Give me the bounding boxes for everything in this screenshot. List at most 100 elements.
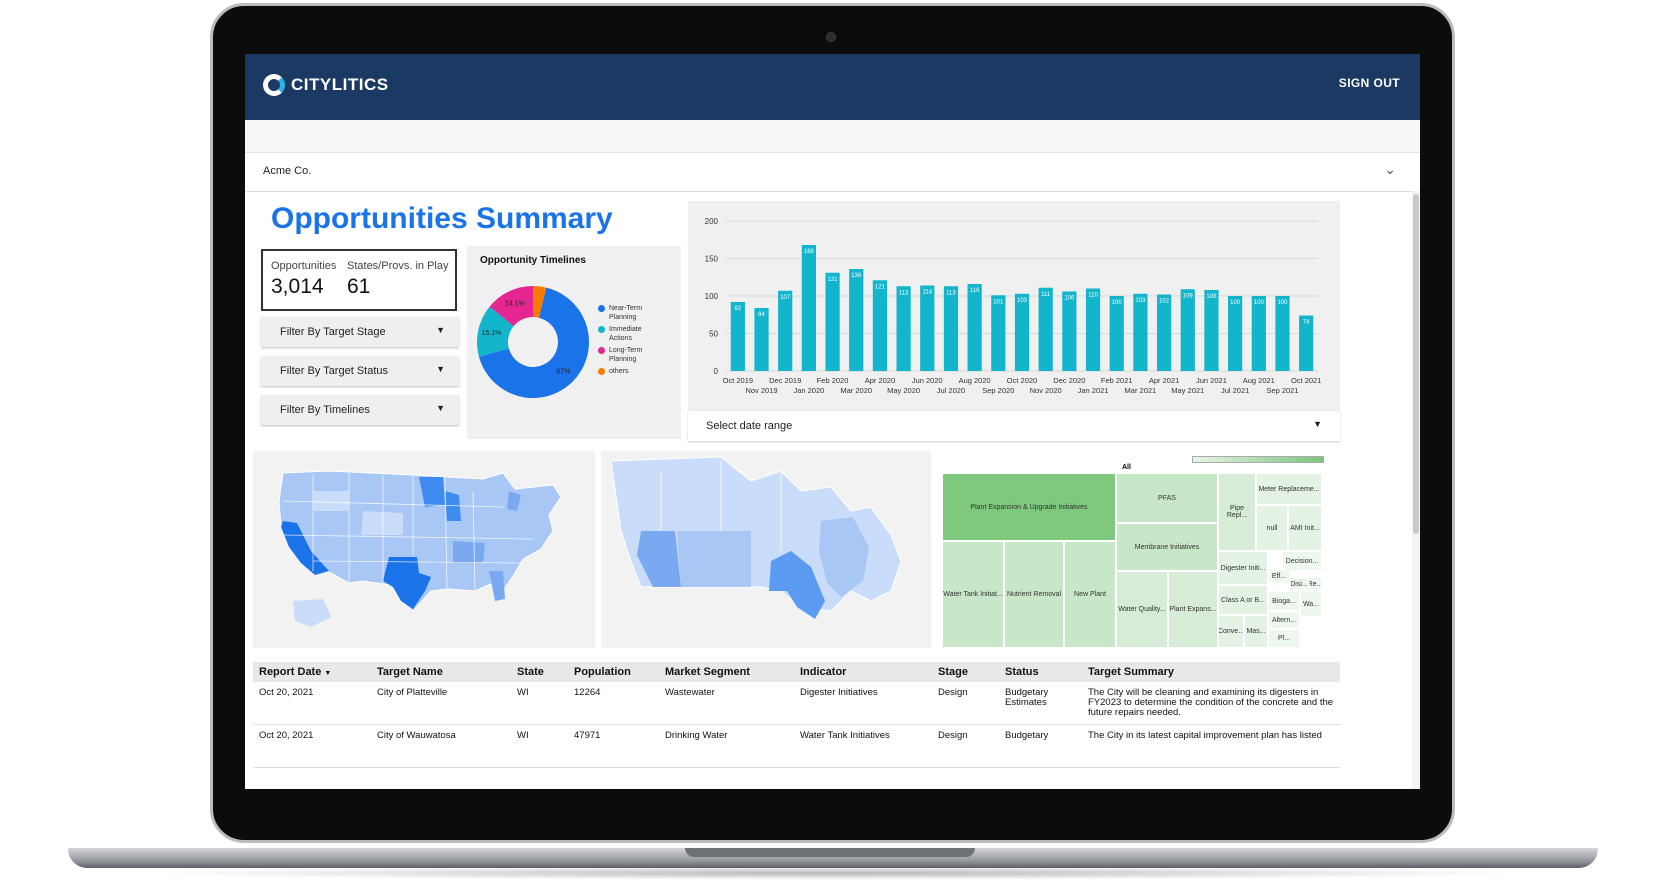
bar[interactable] [1275,296,1290,371]
treemap-cell[interactable]: Eff... [1268,569,1290,583]
bar-value-label: 108 [1206,294,1217,300]
bar[interactable] [920,285,935,372]
filter-label: Filter By Target Status [280,365,389,377]
column-header-market-segment[interactable]: Market Segment [665,666,750,678]
account-selector[interactable]: Acme Co. ⌄ [245,153,1420,192]
treemap-cell[interactable]: Mas... [1244,615,1268,648]
donut-slice[interactable] [533,286,547,318]
bar[interactable] [1062,291,1077,372]
filter-label: Filter By Timelines [280,404,370,416]
bar[interactable] [1251,296,1266,371]
bar[interactable] [1180,289,1195,371]
x-tick-label: Oct 2020 [1007,376,1037,385]
canada-map[interactable] [601,451,931,648]
filter-timelines[interactable]: Filter By Timelines ▼ [261,395,459,425]
bar[interactable] [1156,294,1172,372]
treemap-cell[interactable]: Conve... [1218,615,1244,648]
x-tick-label: Feb 2020 [817,376,849,385]
bar[interactable] [896,286,911,371]
column-header-target-name[interactable]: Target Name [377,666,443,678]
logo[interactable]: CITYLITICS [263,74,389,96]
bar[interactable] [1085,288,1101,372]
table-row[interactable]: Oct 20, 2021 City of Platteville WI 1226… [253,682,1340,725]
filter-target-status[interactable]: Filter By Target Status ▼ [261,356,459,386]
bar[interactable] [967,284,982,371]
indicator-treemap[interactable]: All Plant Expansion & Upgrade Initiative… [942,451,1340,651]
legend-item[interactable]: Long-Term Planning [598,346,653,364]
treemap-cell[interactable]: null [1256,505,1288,551]
bar[interactable] [1014,293,1030,371]
bar[interactable] [1038,287,1053,371]
bar[interactable] [1133,293,1148,371]
date-range-selector[interactable]: Select date range ▼ [688,411,1340,441]
x-tick-label: May 2021 [1171,386,1204,395]
treemap-cell[interactable]: Decision... [1282,551,1322,571]
legend-label: Long-Term Planning [609,347,643,363]
treemap-cell[interactable]: Bioga... [1268,591,1300,611]
dropdown-arrow-icon: ▼ [436,325,445,335]
table-row[interactable]: Oct 20, 2021 City of Wauwatosa WI 47971 … [253,725,1340,768]
column-header-status[interactable]: Status [1005,666,1039,678]
donut-slice[interactable] [478,287,589,398]
treemap-cell[interactable]: PFAS [1116,473,1218,523]
donut-slice[interactable] [489,286,533,327]
treemap-cell[interactable]: New Plant [1064,541,1116,648]
bar[interactable] [778,290,793,371]
chevron-down-icon[interactable]: ⌄ [1384,161,1396,177]
column-header-state[interactable]: State [517,666,544,678]
treemap-cell[interactable]: Water Quality... [1116,571,1168,648]
filter-target-stage[interactable]: Filter By Target Stage ▼ [261,317,459,347]
bar[interactable] [1299,315,1314,372]
y-tick-label: 0 [714,367,719,376]
treemap-cell[interactable]: Class A or B... [1218,585,1268,615]
treemap-cell[interactable]: Digester Initi... [1218,551,1268,585]
x-tick-label: Jan 2020 [793,386,824,395]
treemap-cell[interactable]: Altern... [1268,611,1300,629]
bar-value-label: 101 [993,299,1004,305]
legend-item[interactable]: others [598,367,653,376]
bar[interactable] [1228,296,1243,371]
column-header-target-summary[interactable]: Target Summary [1088,666,1174,678]
bar-value-label: 111 [1041,292,1051,298]
treemap-cell[interactable]: Wa... [1300,591,1322,617]
scrollbar-thumb[interactable] [1413,194,1419,534]
screen: CITYLITICS SIGN OUT Acme Co. ⌄ Opportuni… [245,54,1420,789]
bar[interactable] [1109,296,1124,371]
treemap-cell[interactable]: Plant Expans... [1168,571,1218,648]
treemap-cell[interactable]: Plant Expansion & Upgrade Initiatives [942,473,1116,541]
treemap-cell[interactable]: Water Tank Initiat... [942,541,1004,648]
bar[interactable] [801,245,816,371]
treemap-cell[interactable]: Disi... [1290,577,1308,591]
column-header-population[interactable]: Population [574,666,631,678]
treemap-cell[interactable]: Pipe Repl... [1218,473,1256,551]
donut-chart[interactable]: 67% 15.1% 14.1% [473,282,593,402]
treemap-cell[interactable]: Meter Replaceme... [1256,473,1322,505]
us-map[interactable] [253,451,595,648]
treemap-cell[interactable]: Pl... [1268,629,1300,648]
bar[interactable] [730,302,745,371]
bar[interactable] [872,280,888,371]
bar[interactable] [849,269,864,371]
treemap-cell[interactable]: Re... [1308,577,1322,591]
legend-item[interactable]: Near-Term Planning [598,304,653,322]
bar[interactable] [943,286,959,371]
bar-value-label: 92 [734,306,741,312]
logo-icon [263,74,285,96]
legend-item[interactable]: Immediate Actions [598,325,653,343]
treemap-cell[interactable]: AMI Init... [1288,505,1322,551]
cell-state: WI [517,730,529,741]
sign-out-button[interactable]: SIGN OUT [1338,76,1400,90]
column-header-stage[interactable]: Stage [938,666,968,678]
bar[interactable] [991,295,1006,371]
bar-value-label: 110 [1088,293,1098,299]
bar[interactable] [754,308,769,371]
bar[interactable] [825,272,840,371]
cell-report-date: Oct 20, 2021 [259,730,314,741]
treemap-cell[interactable]: Membrane Initiatives [1116,523,1218,571]
bar[interactable] [1204,290,1219,371]
column-header-indicator[interactable]: Indicator [800,666,847,678]
donut-slice[interactable] [477,306,514,357]
column-header-report-date[interactable]: Report Date ▼ [259,667,331,679]
kpi-card: Opportunities 3,014 States/Provs. in Pla… [261,249,457,311]
treemap-cell[interactable]: Nutrient Removal [1004,541,1064,648]
